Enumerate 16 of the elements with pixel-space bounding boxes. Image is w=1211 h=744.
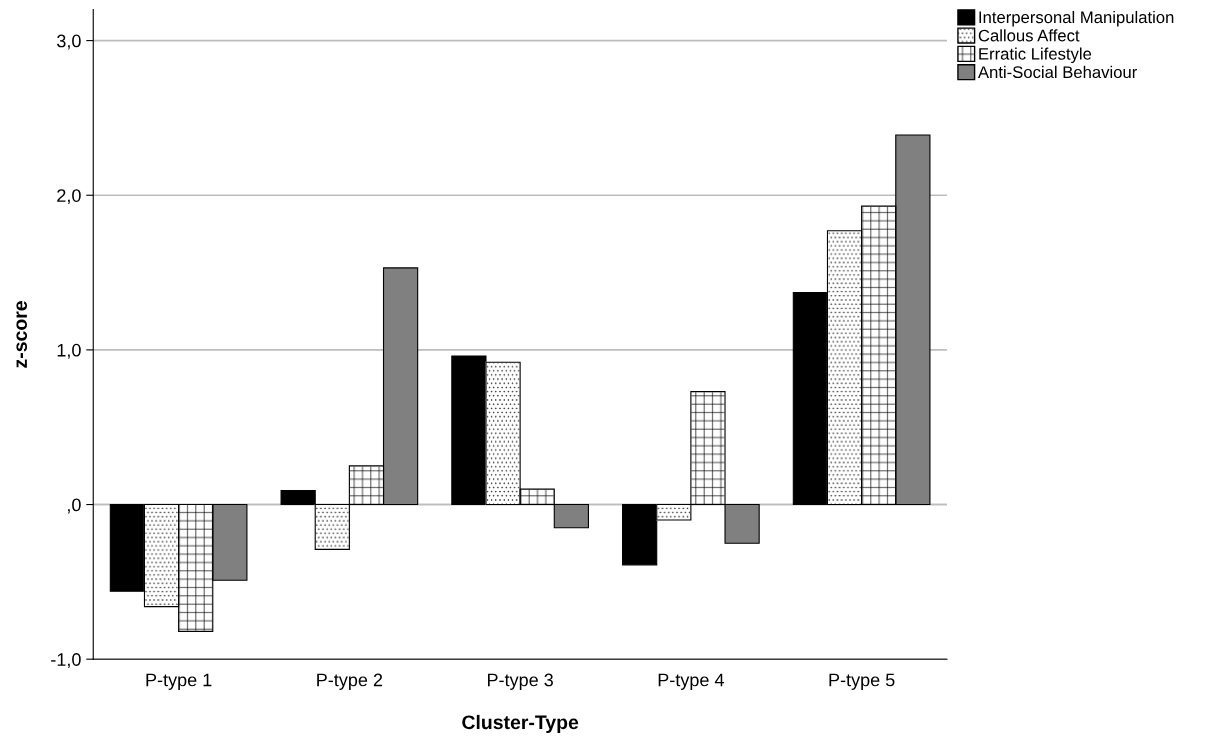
x-tick-label: P-type 2 (317, 673, 383, 690)
legend-label: Callous Affect (978, 29, 1080, 42)
y-tick-label: ,0 (68, 498, 81, 514)
x-axis-title: Cluster-Type (462, 714, 579, 734)
legend-label: Erratic Lifestyle (979, 47, 1092, 64)
y-tick-label: -1,0 (51, 653, 81, 669)
legend-label: Anti-Social Behaviour (977, 65, 1137, 79)
y-tick-label: 1,0 (57, 343, 81, 359)
x-tick-label: P-type 1 (146, 673, 212, 690)
y-tick-label: 3,0 (57, 34, 81, 50)
x-tick-label: P-type 3 (487, 673, 553, 690)
y-axis-title: z-score (16, 301, 28, 368)
legend-label: Interpersonal Manipulation (979, 10, 1174, 27)
x-tick-label: P-type 5 (829, 673, 895, 690)
y-tick-label: 2,0 (57, 189, 81, 205)
x-tick-label: P-type 4 (658, 673, 724, 690)
